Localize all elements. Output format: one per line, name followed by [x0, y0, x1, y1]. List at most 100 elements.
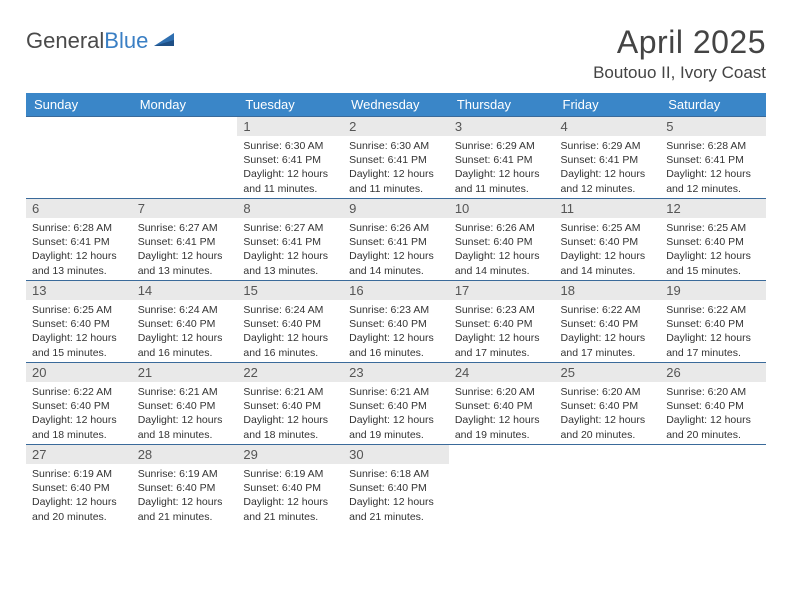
calendar-day-cell: 16Sunrise: 6:23 AMSunset: 6:40 PMDayligh…: [343, 281, 449, 363]
daylight-text: Daylight: 12 hours and 14 minutes.: [455, 249, 549, 277]
day-details: Sunrise: 6:25 AMSunset: 6:40 PMDaylight:…: [660, 218, 766, 280]
day-details: Sunrise: 6:30 AMSunset: 6:41 PMDaylight:…: [237, 136, 343, 198]
calendar-day-cell: 28 Sunrise: 6:19 AMSunset: 6:40 PMDayligh…: [132, 445, 238, 527]
sunset-text: Sunset: 6:40 PM: [243, 399, 337, 413]
weekday-header: Sunday: [26, 93, 132, 117]
day-details: Sunrise: 6:20 AMSunset: 6:40 PMDaylight:…: [660, 382, 766, 444]
calendar-week-row: 6Sunrise: 6:28 AMSunset: 6:41 PMDaylight…: [26, 199, 766, 281]
daylight-text: Daylight: 12 hours and 20 minutes.: [32, 495, 126, 523]
sunset-text: Sunset: 6:40 PM: [138, 317, 232, 331]
day-number: 20: [26, 363, 132, 382]
day-number: 15: [237, 281, 343, 300]
sunset-text: Sunset: 6:40 PM: [561, 399, 655, 413]
day-number: 28: [132, 445, 238, 464]
calendar-day-cell: 14 Sunrise: 6:24 AMSunset: 6:40 PMDayligh…: [132, 281, 238, 363]
sunrise-text: Sunrise: 6:23 AM: [455, 303, 549, 317]
daylight-text: Daylight: 12 hours and 16 minutes.: [349, 331, 443, 359]
sunset-text: Sunset: 6:40 PM: [349, 317, 443, 331]
sunrise-text: Sunrise: 6:25 AM: [561, 221, 655, 235]
sunrise-text: Sunrise: 6:24 AM: [243, 303, 337, 317]
sunset-text: Sunset: 6:40 PM: [666, 317, 760, 331]
day-details: Sunrise: 6:27 AMSunset: 6:41 PMDaylight:…: [237, 218, 343, 280]
sunset-text: Sunset: 6:40 PM: [138, 399, 232, 413]
sunrise-text: Sunrise: 6:24 AM: [138, 303, 232, 317]
sunset-text: Sunset: 6:40 PM: [243, 481, 337, 495]
calendar-day-cell: 21Sunrise: 6:21 AMSunset: 6:40 PMDayligh…: [132, 363, 238, 445]
calendar-day-cell: 19Sunrise: 6:22 AMSunset: 6:40 PMDayligh…: [660, 281, 766, 363]
daylight-text: Daylight: 12 hours and 21 minutes.: [138, 495, 232, 523]
sunrise-text: Sunrise: 6:29 AM: [561, 139, 655, 153]
daylight-text: Daylight: 12 hours and 21 minutes.: [243, 495, 337, 523]
weekday-header: Tuesday: [237, 93, 343, 117]
day-number: 21: [132, 363, 238, 382]
sunrise-text: Sunrise: 6:19 AM: [138, 467, 232, 481]
calendar-day-cell: 29Sunrise: 6:19 AMSunset: 6:40 PMDayligh…: [237, 445, 343, 527]
daylight-text: Daylight: 12 hours and 17 minutes.: [455, 331, 549, 359]
logo-text: GeneralBlue: [26, 28, 148, 54]
sunrise-text: Sunrise: 6:20 AM: [455, 385, 549, 399]
sunset-text: Sunset: 6:40 PM: [349, 481, 443, 495]
daylight-text: Daylight: 12 hours and 14 minutes.: [561, 249, 655, 277]
daylight-text: Daylight: 12 hours and 14 minutes.: [349, 249, 443, 277]
calendar-day-cell: 30Sunrise: 6:18 AMSunset: 6:40 PMDayligh…: [343, 445, 449, 527]
day-number: 26: [660, 363, 766, 382]
day-details: Sunrise: 6:25 AMSunset: 6:40 PMDaylight:…: [26, 300, 132, 362]
sunrise-text: Sunrise: 6:29 AM: [455, 139, 549, 153]
sunset-text: Sunset: 6:40 PM: [32, 481, 126, 495]
sunrise-text: Sunrise: 6:21 AM: [349, 385, 443, 399]
sunrise-text: Sunrise: 6:21 AM: [138, 385, 232, 399]
daylight-text: Daylight: 12 hours and 18 minutes.: [32, 413, 126, 441]
day-details: Sunrise: 6:28 AMSunset: 6:41 PMDaylight:…: [660, 136, 766, 198]
calendar-week-row: 13Sunrise: 6:25 AMSunset: 6:40 PMDayligh…: [26, 281, 766, 363]
calendar-day-cell: 13Sunrise: 6:25 AMSunset: 6:40 PMDayligh…: [26, 281, 132, 363]
day-details: Sunrise: 6:19 AMSunset: 6:40 PMDaylight:…: [26, 464, 132, 526]
daylight-text: Daylight: 12 hours and 20 minutes.: [666, 413, 760, 441]
sunrise-text: Sunrise: 6:30 AM: [243, 139, 337, 153]
sunset-text: Sunset: 6:40 PM: [349, 399, 443, 413]
sunset-text: Sunset: 6:40 PM: [138, 481, 232, 495]
day-details: Sunrise: 6:26 AMSunset: 6:40 PMDaylight:…: [449, 218, 555, 280]
day-number: 23: [343, 363, 449, 382]
calendar-day-cell: 8Sunrise: 6:27 AMSunset: 6:41 PMDaylight…: [237, 199, 343, 281]
sunrise-text: Sunrise: 6:19 AM: [243, 467, 337, 481]
day-details: Sunrise: 6:21 AMSunset: 6:40 PMDaylight:…: [343, 382, 449, 444]
calendar-day-cell: 7Sunrise: 6:27 AMSunset: 6:41 PMDaylight…: [132, 199, 238, 281]
sunrise-text: Sunrise: 6:26 AM: [455, 221, 549, 235]
daylight-text: Daylight: 12 hours and 15 minutes.: [32, 331, 126, 359]
calendar-day-cell: [660, 445, 766, 527]
title-block: April 2025 Boutouo II, Ivory Coast: [593, 24, 766, 83]
day-details: Sunrise: 6:21 AMSunset: 6:40 PMDaylight:…: [237, 382, 343, 444]
day-number: 14: [132, 281, 238, 300]
calendar-day-cell: 25Sunrise: 6:20 AMSunset: 6:40 PMDayligh…: [555, 363, 661, 445]
daylight-text: Daylight: 12 hours and 13 minutes.: [138, 249, 232, 277]
day-number: 3: [449, 117, 555, 136]
day-details: Sunrise: 6:20 AMSunset: 6:40 PMDaylight:…: [555, 382, 661, 444]
sunrise-text: Sunrise: 6:23 AM: [349, 303, 443, 317]
daylight-text: Daylight: 12 hours and 17 minutes.: [666, 331, 760, 359]
calendar-day-cell: 11Sunrise: 6:25 AMSunset: 6:40 PMDayligh…: [555, 199, 661, 281]
day-number: 5: [660, 117, 766, 136]
sunset-text: Sunset: 6:40 PM: [32, 317, 126, 331]
sunrise-text: Sunrise: 6:21 AM: [243, 385, 337, 399]
day-number: 8: [237, 199, 343, 218]
day-number: 18: [555, 281, 661, 300]
weekday-header: Saturday: [660, 93, 766, 117]
sunset-text: Sunset: 6:40 PM: [666, 399, 760, 413]
calendar-day-cell: 4Sunrise: 6:29 AMSunset: 6:41 PMDaylight…: [555, 117, 661, 199]
daylight-text: Daylight: 12 hours and 21 minutes.: [349, 495, 443, 523]
calendar-day-cell: 9Sunrise: 6:26 AMSunset: 6:41 PMDaylight…: [343, 199, 449, 281]
day-number: 9: [343, 199, 449, 218]
sunset-text: Sunset: 6:40 PM: [666, 235, 760, 249]
sunrise-text: Sunrise: 6:28 AM: [666, 139, 760, 153]
day-details: Sunrise: 6:22 AMSunset: 6:40 PMDaylight:…: [555, 300, 661, 362]
day-details: Sunrise: 6:26 AMSunset: 6:41 PMDaylight:…: [343, 218, 449, 280]
day-number: 13: [26, 281, 132, 300]
daylight-text: Daylight: 12 hours and 16 minutes.: [243, 331, 337, 359]
sunrise-text: Sunrise: 6:19 AM: [32, 467, 126, 481]
day-details: Sunrise: 6:22 AMSunset: 6:40 PMDaylight:…: [26, 382, 132, 444]
daylight-text: Daylight: 12 hours and 16 minutes.: [138, 331, 232, 359]
day-details: Sunrise: 6:29 AMSunset: 6:41 PMDaylight:…: [449, 136, 555, 198]
location: Boutouo II, Ivory Coast: [593, 63, 766, 83]
sunrise-text: Sunrise: 6:26 AM: [349, 221, 443, 235]
sunrise-text: Sunrise: 6:22 AM: [32, 385, 126, 399]
